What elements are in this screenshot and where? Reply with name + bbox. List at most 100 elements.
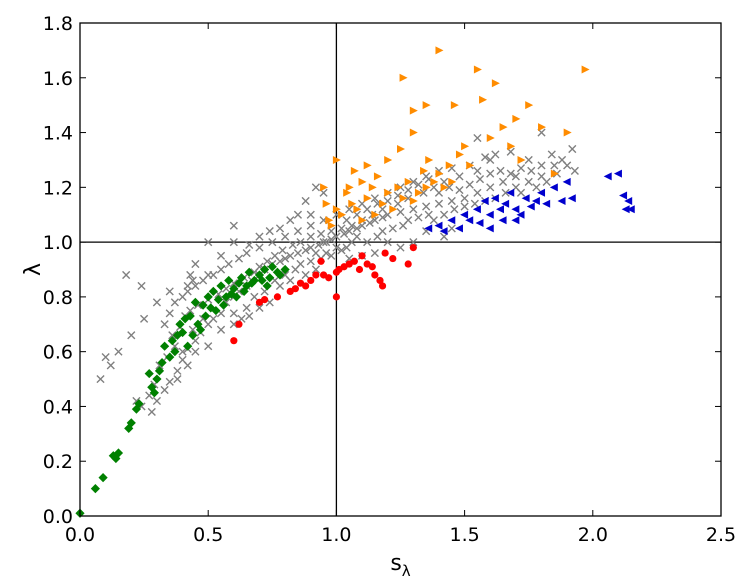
data-point-cross (229, 221, 238, 230)
data-point-diamond (229, 284, 239, 294)
data-point-cross (165, 287, 174, 296)
data-point-triangle-left (439, 227, 448, 236)
data-point-triangle-left (465, 216, 474, 225)
data-point-cross (255, 303, 264, 312)
data-point-triangle-right (358, 177, 367, 186)
data-point-triangle-right (525, 101, 534, 110)
data-point-cross (286, 251, 295, 260)
data-point-circle (355, 265, 364, 274)
data-point-triangle-right (425, 155, 434, 164)
data-point-cross (516, 164, 526, 173)
data-point-triangle-left (562, 177, 571, 186)
data-point-cross (160, 385, 169, 395)
data-point-cross (409, 205, 418, 214)
data-point-triangle-right (499, 123, 508, 132)
data-point-triangle-left (498, 216, 507, 225)
data-point-triangle-right (461, 142, 470, 151)
data-point-diamond (218, 300, 229, 310)
data-point-cross (332, 243, 341, 252)
data-point-triangle-left (549, 183, 558, 192)
data-point-cross (419, 188, 428, 197)
data-point-triangle-right (435, 169, 444, 178)
data-point-cross (229, 238, 238, 247)
data-point-cross (473, 133, 482, 143)
data-point-cross (327, 251, 336, 260)
data-point-triangle-left (603, 172, 612, 181)
data-point-triangle-right (563, 128, 572, 137)
data-point-triangle-right (322, 199, 331, 208)
data-point-cross (486, 183, 495, 192)
data-point-cross (245, 240, 254, 249)
data-point-cross (96, 374, 105, 384)
y-tick-label: 0.8 (43, 287, 73, 309)
data-point-circle (376, 276, 384, 285)
data-point-cross (378, 213, 387, 222)
data-point-cross (473, 188, 482, 197)
data-point-cross (178, 292, 187, 301)
data-point-triangle-right (581, 65, 590, 74)
data-point-cross (106, 361, 115, 370)
data-point-cross (101, 353, 110, 362)
data-point-triangle-left (516, 210, 525, 219)
data-point-cross (422, 202, 431, 211)
data-point-cross (204, 342, 213, 351)
data-point-triangle-right (430, 177, 439, 186)
data-point-circle (389, 254, 397, 263)
data-point-cross (137, 281, 146, 291)
data-point-triangle-left (501, 199, 510, 208)
data-point-triangle-left (511, 205, 520, 214)
data-point-triangle-right (409, 197, 418, 206)
data-point-triangle-right (320, 183, 329, 192)
data-point-triangle-right (420, 166, 429, 175)
data-point-cross (301, 196, 310, 206)
data-point-cross (186, 270, 195, 280)
data-point-diamond (231, 292, 242, 302)
data-point-triangle-left (506, 188, 515, 197)
data-point-cross (183, 281, 192, 291)
data-point-cross (147, 407, 156, 417)
data-point-cross (550, 161, 559, 170)
data-point-diamond (90, 484, 100, 494)
data-point-cross (170, 298, 179, 307)
x-axis-title-subscript: λ (402, 562, 411, 580)
data-point-cross (293, 210, 303, 219)
data-point-triangle-right (327, 221, 336, 230)
data-point-cross (188, 325, 197, 334)
data-point-cross (409, 238, 418, 247)
data-point-triangle-left (542, 199, 551, 208)
data-point-triangle-left (490, 194, 499, 203)
data-point-cross (506, 169, 515, 178)
data-point-circle (378, 282, 387, 290)
data-point-cross (342, 216, 351, 225)
data-point-triangle-right (491, 79, 500, 88)
data-point-triangle-right (350, 166, 359, 175)
data-point-circle (368, 263, 376, 271)
data-point-cross (396, 243, 405, 252)
x-tick-label: 1.5 (449, 524, 479, 546)
data-point-cross (370, 194, 379, 203)
data-point-cross (501, 188, 510, 197)
data-point-cross (270, 251, 279, 260)
data-point-diamond (124, 423, 134, 433)
data-point-cross (414, 180, 423, 189)
data-point-cross (296, 259, 305, 269)
data-point-cross (293, 248, 303, 258)
data-point-cross (363, 205, 372, 214)
data-point-triangle-left (434, 221, 443, 230)
data-point-triangle-right (371, 210, 380, 219)
data-point-cross (409, 177, 418, 186)
data-point-cross (114, 347, 123, 356)
data-point-cross (404, 185, 413, 195)
data-point-cross (204, 238, 213, 247)
data-point-triangle-left (521, 194, 530, 203)
x-tick-label: 2.0 (578, 524, 608, 546)
data-point-cross (306, 257, 315, 266)
data-point-triangle-right (343, 188, 352, 197)
data-point-cross (242, 248, 251, 258)
data-point-cross (178, 347, 187, 356)
data-point-diamond (260, 264, 270, 275)
x-tick-label: 0.5 (193, 524, 223, 546)
data-point-cross (216, 325, 226, 334)
data-point-triangle-right (466, 161, 475, 170)
data-point-cross (140, 314, 149, 323)
